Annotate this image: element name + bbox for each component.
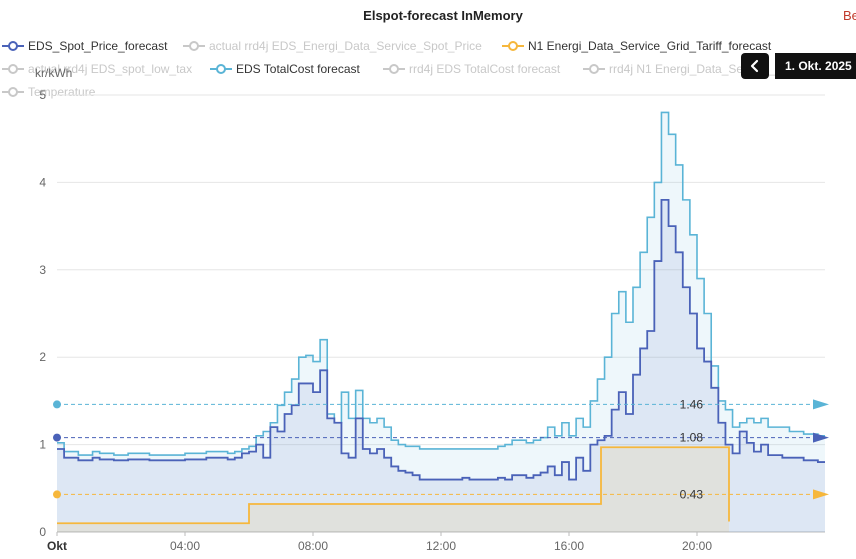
totalcost-line xyxy=(57,111,825,456)
legend-label: rrd4j EDS TotalCost forecast xyxy=(409,62,561,76)
y-tick-label: 1 xyxy=(39,438,46,452)
spot-price-area xyxy=(57,199,825,532)
totalcost-area xyxy=(57,112,825,532)
legend-item[interactable]: EDS TotalCost forecast xyxy=(210,62,360,76)
average-arrow-icon xyxy=(813,399,829,410)
x-tick-label: 08:00 xyxy=(298,539,328,553)
y-tick-label: 0 xyxy=(39,525,46,539)
date-chip[interactable]: 1. Okt. 2025 xyxy=(775,53,856,79)
average-start-dot xyxy=(53,490,61,499)
average-arrow-icon xyxy=(813,489,829,500)
legend-swatch-icon xyxy=(383,63,405,75)
close-hint[interactable]: Be xyxy=(843,8,856,23)
y-tick-label: 5 xyxy=(39,88,46,102)
average-value-label: 1.46 xyxy=(680,397,704,411)
chart-title: Elspot-forecast InMemory xyxy=(363,8,523,23)
legend-item[interactable]: N1 Energi_Data_Service_Grid_Tariff_forec… xyxy=(502,39,771,53)
average-value-label: 1.08 xyxy=(680,431,704,445)
legend-label: actual rrd4j EDS_spot_low_tax xyxy=(28,62,193,76)
y-tick-label: 3 xyxy=(39,263,46,277)
chevron-left-icon xyxy=(750,59,759,73)
legend-swatch-icon xyxy=(2,86,24,98)
grid-tariff-area xyxy=(57,447,729,532)
grid-tariff-line xyxy=(57,446,730,525)
x-tick-label: 16:00 xyxy=(554,539,584,553)
legend-item[interactable]: actual rrd4j EDS_spot_low_tax xyxy=(2,62,192,76)
legend-swatch-icon xyxy=(210,63,232,75)
y-axis-label: kr/kWh xyxy=(35,66,72,80)
y-tick-label: 2 xyxy=(39,350,46,364)
legend-item[interactable]: actual rrd4j EDS_Energi_Data_Service_Spo… xyxy=(183,39,482,53)
legend-swatch-icon xyxy=(502,40,524,52)
legend-item[interactable]: rrd4j EDS TotalCost forecast xyxy=(383,62,560,76)
average-start-dot xyxy=(53,400,61,409)
legend-swatch-icon xyxy=(183,40,205,52)
legend-swatch-icon xyxy=(583,63,605,75)
spot-price-line xyxy=(57,198,825,481)
x-tick-label: 20:00 xyxy=(682,539,712,553)
legend-swatch-icon xyxy=(2,40,24,52)
legend-swatch-icon xyxy=(2,63,24,75)
x-tick-label: Okt xyxy=(47,539,67,553)
legend-label: EDS TotalCost forecast xyxy=(236,62,360,76)
x-tick-label: 12:00 xyxy=(426,539,456,553)
legend-label: EDS_Spot_Price_forecast xyxy=(28,39,168,53)
legend-label: actual rrd4j EDS_Energi_Data_Service_Spo… xyxy=(209,39,482,53)
x-tick-label: 04:00 xyxy=(170,539,200,553)
y-tick-label: 4 xyxy=(39,175,46,189)
prev-day-button[interactable] xyxy=(741,53,769,79)
average-value-label: 0.43 xyxy=(680,487,704,501)
average-start-dot xyxy=(53,433,61,442)
average-arrow-icon xyxy=(813,432,829,443)
legend-item[interactable]: EDS_Spot_Price_forecast xyxy=(2,39,167,53)
legend-label: N1 Energi_Data_Service_Grid_Tariff_forec… xyxy=(528,39,772,53)
